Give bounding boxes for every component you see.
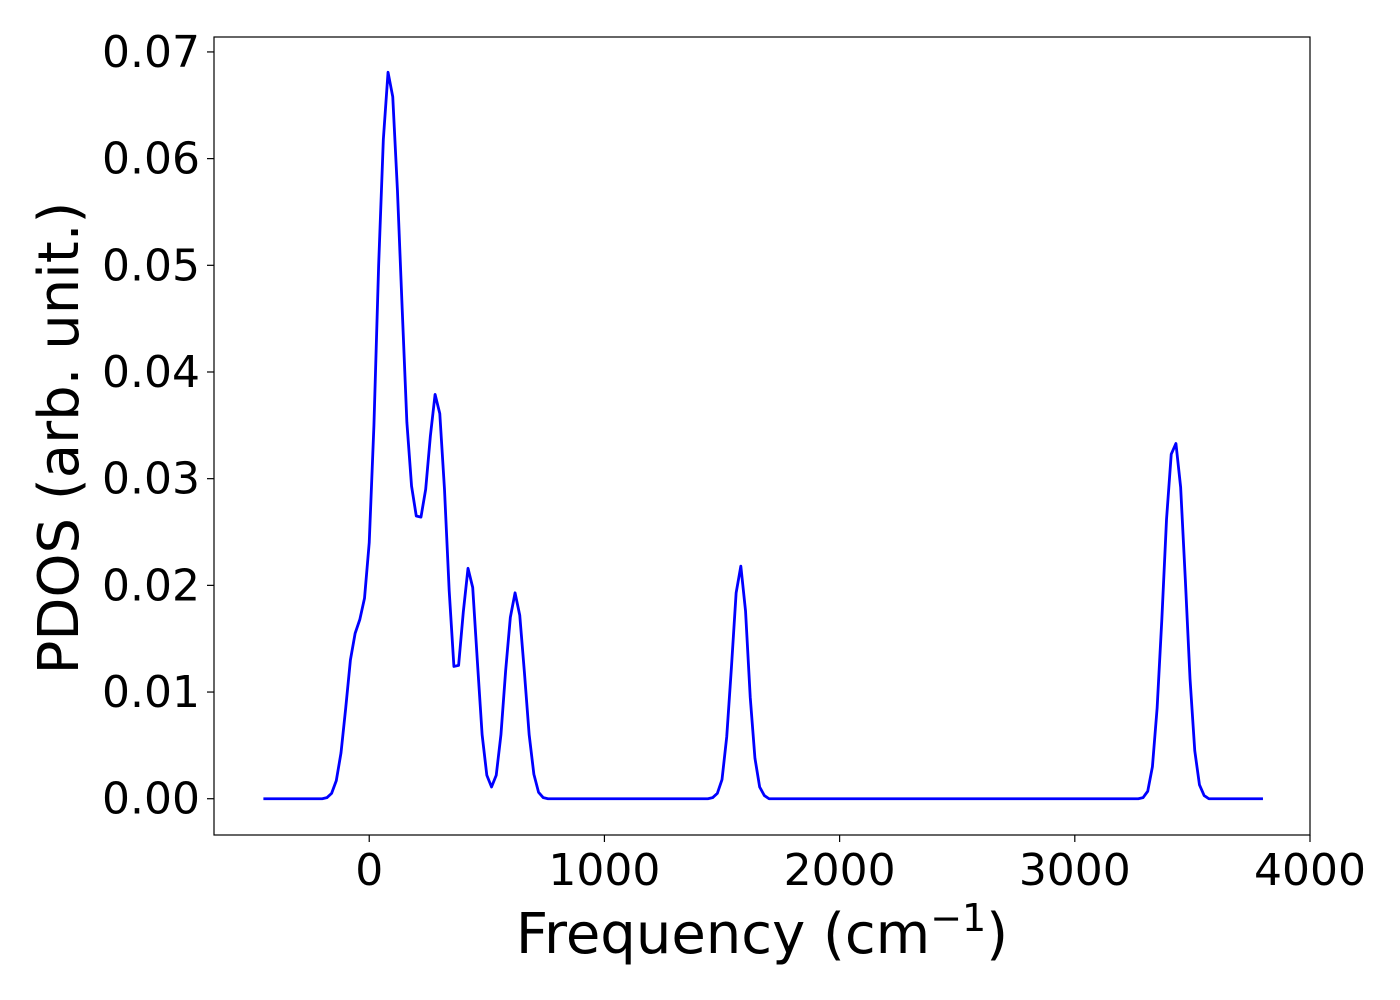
y-tick-label: 0.00 (102, 774, 200, 825)
x-axis-label-close: ) (986, 902, 1008, 967)
y-tick-label: 0.07 (102, 27, 200, 78)
x-tick-label: 2000 (784, 845, 896, 896)
y-tick-label: 0.06 (102, 134, 200, 185)
y-axis-label: PDOS (arb. unit.) (27, 202, 92, 675)
x-tick-label: 0 (355, 845, 383, 896)
y-tick-label: 0.01 (102, 667, 200, 718)
x-tick-label: 3000 (1019, 845, 1131, 896)
y-tick-label: 0.04 (102, 347, 200, 398)
y-axis-ticks: 0.00 0.01 0.02 0.03 0.04 0.05 0.06 0.07 (102, 27, 214, 825)
y-tick-label: 0.05 (102, 240, 200, 291)
pdos-series-line (263, 70, 1263, 801)
x-tick-label: 1000 (548, 845, 660, 896)
x-axis-label-sup: −1 (930, 896, 986, 940)
plot-frame (213, 36, 1311, 836)
x-axis-ticks: 0 1000 2000 3000 4000 (355, 835, 1366, 896)
y-tick-label: 0.03 (102, 454, 200, 505)
x-axis-label: Frequency (cm−1) (516, 896, 1008, 967)
x-axis-label-text: Frequency (cm (516, 902, 930, 967)
y-tick-label: 0.02 (102, 560, 200, 611)
x-tick-label: 4000 (1254, 845, 1366, 896)
